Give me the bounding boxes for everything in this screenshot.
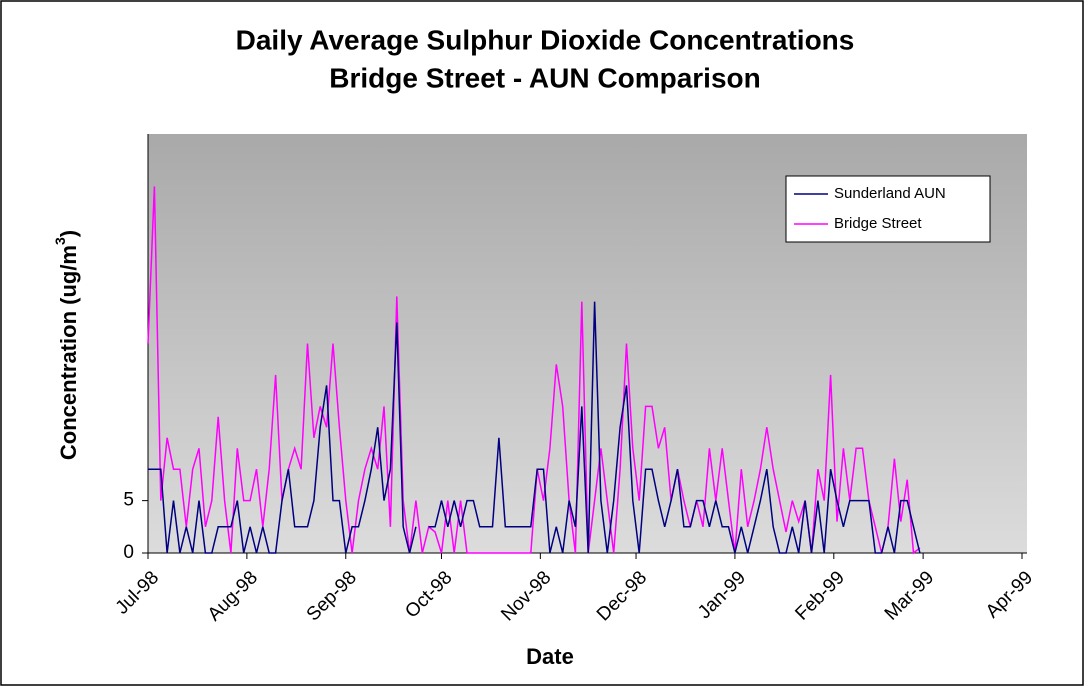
y-tick-label: 0 [123, 542, 134, 563]
chart-subtitle: Bridge Street - AUN Comparison [329, 62, 760, 93]
y-axis-label-text: Concentration (ug/m [56, 245, 81, 460]
series-line [148, 301, 921, 554]
y-tick-label: 5 [123, 490, 134, 511]
y-axis-label-end: ) [56, 230, 81, 237]
y-axis-label: Concentration (ug/m3) [52, 230, 81, 460]
x-axis-label: Date [526, 644, 574, 669]
legend-label: Bridge Street [834, 215, 922, 232]
y-axis-label-sup: 3 [52, 237, 68, 245]
series-line [147, 186, 921, 555]
chart-title: Daily Average Sulphur Dioxide Concentrat… [236, 24, 855, 55]
legend-label: Sunderland AUN [834, 185, 946, 202]
legend-box [785, 175, 991, 243]
